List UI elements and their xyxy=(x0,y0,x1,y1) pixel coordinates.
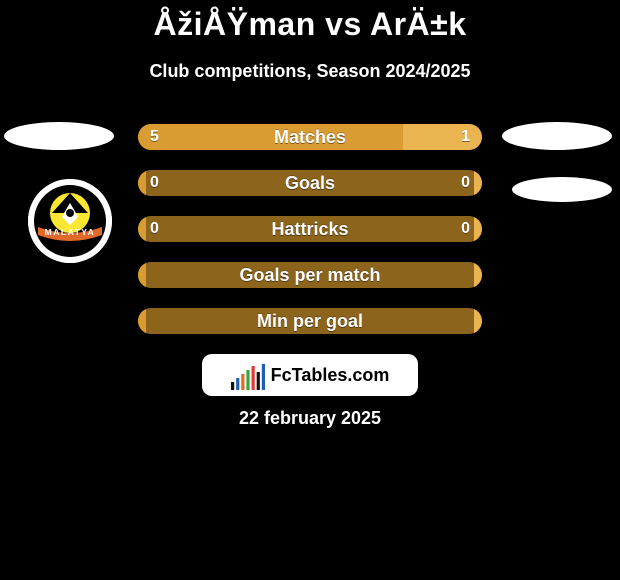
svg-text:MALATYA: MALATYA xyxy=(45,227,96,237)
stat-bar-label: Goals xyxy=(138,170,482,196)
date-label: 22 february 2025 xyxy=(0,408,620,429)
right-player-avatar-placeholder xyxy=(502,122,612,150)
stat-bar: Hattricks0 0 xyxy=(138,216,482,242)
fctables-text: FcTables.com xyxy=(271,365,390,386)
stat-bar: Goals per match xyxy=(138,262,482,288)
player-compare-card: ÅžiÅŸman vs ArÄ±k Club competitions, Sea… xyxy=(0,0,620,580)
club-badge-icon: MALATYA xyxy=(28,179,112,263)
stat-bar-label: Hattricks xyxy=(138,216,482,242)
stat-bar-label: Min per goal xyxy=(138,308,482,334)
fctables-bars-icon xyxy=(231,360,265,390)
stat-bar-right-value: 1 xyxy=(461,124,470,150)
stat-bar-left-value: 5 xyxy=(150,124,159,150)
stat-bar: Min per goal xyxy=(138,308,482,334)
page-title: ÅžiÅŸman vs ArÄ±k xyxy=(0,0,620,43)
stat-bars: Matches51Goals00Hattricks00Goals per mat… xyxy=(138,124,482,354)
stat-bar-label: Matches xyxy=(138,124,482,150)
stat-bar-right-value: 0 xyxy=(461,170,470,196)
subtitle: Club competitions, Season 2024/2025 xyxy=(0,61,620,82)
left-club-badge: MALATYA xyxy=(28,179,112,263)
left-player-avatar-placeholder xyxy=(4,122,114,150)
stat-bar-left-value: 0 xyxy=(150,216,159,242)
stat-bar: Goals0 0 xyxy=(138,170,482,196)
stat-bar-left-value: 0 xyxy=(150,170,159,196)
stat-bar-label: Goals per match xyxy=(138,262,482,288)
stat-bar-right-value: 0 xyxy=(461,216,470,242)
stat-bar: Matches5 1 xyxy=(138,124,482,150)
right-club-badge-placeholder xyxy=(512,177,612,202)
fctables-logo[interactable]: FcTables.com xyxy=(202,354,418,396)
